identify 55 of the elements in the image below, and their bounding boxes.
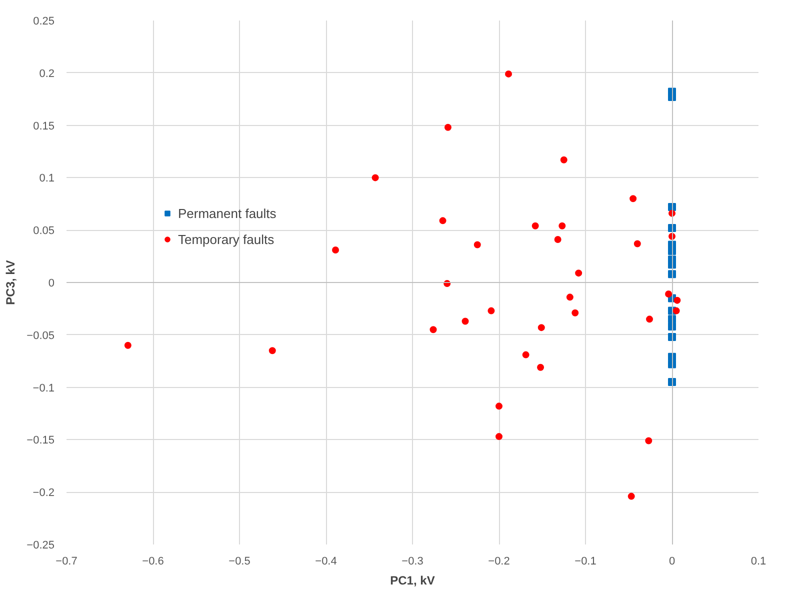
y-tick-label: −0.15 [26,434,55,447]
x-tick-label: −0.1 [574,556,596,568]
point [554,236,562,244]
point [537,364,544,371]
point [634,240,641,248]
point [505,70,512,78]
y-tick-label: −0.2 [32,487,55,500]
point [124,342,132,349]
point [488,307,495,314]
point [268,347,276,354]
point [575,270,582,277]
x-tick-label: −0.6 [142,556,164,568]
point [630,195,637,202]
y-tick-label: 0 [48,278,55,290]
point [372,174,379,182]
point [566,294,574,301]
point [462,318,469,325]
y-tick-label: −0.25 [26,540,55,552]
point [444,124,452,131]
point [496,433,502,440]
point [560,156,568,164]
point [332,246,340,254]
y-tick-label: −0.1 [32,382,55,394]
x-tick-label: 0.1 [750,556,766,568]
point [646,316,654,323]
point [645,437,652,444]
legend-label: Permanent faults [178,206,276,220]
point [674,296,681,304]
point [474,241,481,248]
legend-label: Temporary faults [178,232,274,246]
point [672,307,680,314]
x-tick-label: −0.4 [315,556,337,568]
y-tick-label: 0.25 [33,16,55,28]
point [538,324,545,332]
x-tick-label: −0.3 [402,556,424,568]
y-tick-label: 0.15 [33,120,55,132]
point [628,492,635,500]
point [439,217,446,224]
point [532,222,539,230]
x-axis-title: PC1, kV [390,574,435,588]
point [665,290,672,298]
point [558,222,566,230]
y-tick-label: −0.05 [26,330,55,342]
x-tick-label: −0.7 [56,556,78,568]
y-axis-title: PC3, kV [4,260,18,305]
point [496,402,502,410]
point [430,326,437,334]
x-tick-label: −0.2 [488,556,510,568]
y-tick-label: 0.05 [33,225,55,238]
x-tick-label: 0 [668,556,676,568]
x-tick-label: −0.5 [228,556,250,568]
point [572,309,579,316]
point [522,351,530,358]
y-tick-label: 0.1 [39,172,55,185]
y-tick-label: 0.2 [39,68,55,80]
